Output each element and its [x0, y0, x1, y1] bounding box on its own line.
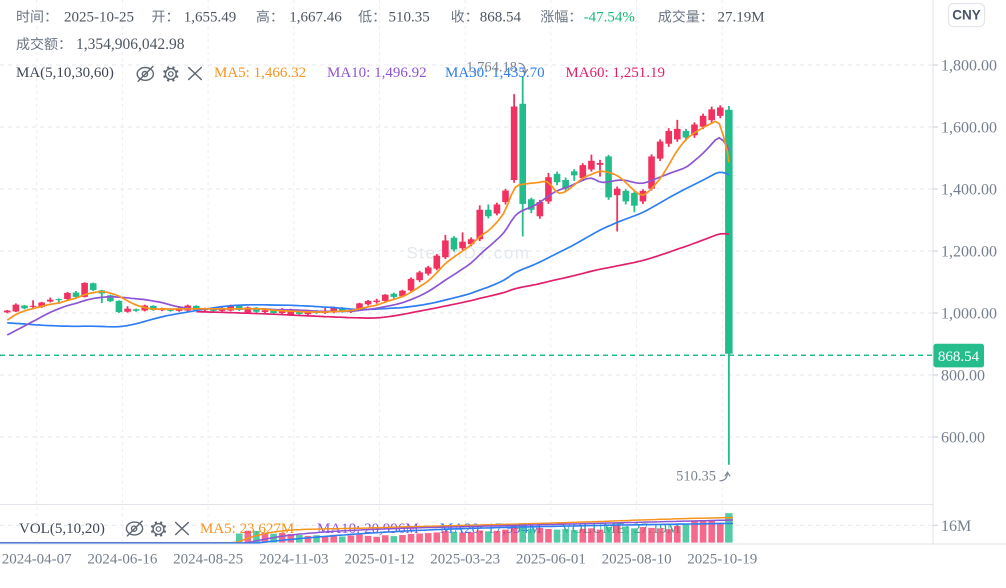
- svg-text:2024-11-03: 2024-11-03: [259, 552, 328, 568]
- svg-text:27.19M: 27.19M: [718, 10, 765, 26]
- svg-text:VOL(5,10,20): VOL(5,10,20): [19, 521, 105, 537]
- svg-text:MA30: 1,435.70: MA30: 1,435.70: [445, 65, 545, 81]
- svg-text:2025-10-19: 2025-10-19: [687, 552, 757, 568]
- svg-text:2025-08-10: 2025-08-10: [602, 552, 672, 568]
- svg-text:868.54: 868.54: [480, 10, 522, 26]
- svg-text:2024-04-07: 2024-04-07: [2, 552, 72, 568]
- svg-text:MA60: 1,251.19: MA60: 1,251.19: [565, 65, 665, 81]
- svg-text:1,764.18: 1,764.18: [466, 60, 517, 76]
- svg-text:1,667.46: 1,667.46: [289, 10, 342, 26]
- svg-text:510.35: 510.35: [676, 469, 716, 485]
- svg-text:868.54: 868.54: [938, 349, 980, 365]
- svg-text:2025-01-12: 2025-01-12: [345, 552, 415, 568]
- svg-text:2025-10-25: 2025-10-25: [64, 10, 134, 26]
- svg-text:16M: 16M: [941, 518, 971, 535]
- svg-text:MA5: 1,466.32: MA5: 1,466.32: [214, 65, 306, 81]
- svg-text:-47.54%: -47.54%: [584, 10, 635, 26]
- svg-text:1,655.49: 1,655.49: [184, 10, 237, 26]
- svg-text:MA(5,10,30,60): MA(5,10,30,60): [16, 65, 114, 81]
- svg-text:1,000.00: 1,000.00: [941, 306, 997, 323]
- svg-text:CNY: CNY: [952, 8, 981, 23]
- svg-text:2025-03-23: 2025-03-23: [430, 552, 500, 568]
- svg-text:1,400.00: 1,400.00: [941, 182, 997, 199]
- svg-text:1,354,906,042.98: 1,354,906,042.98: [76, 36, 185, 53]
- svg-text:1,800.00: 1,800.00: [941, 58, 997, 75]
- svg-text:1,600.00: 1,600.00: [941, 120, 997, 137]
- svg-text:2024-08-25: 2024-08-25: [173, 552, 243, 568]
- svg-text:2024-06-16: 2024-06-16: [87, 552, 157, 568]
- svg-text:MA10: 1,496.92: MA10: 1,496.92: [327, 65, 427, 81]
- svg-text:2025-06-01: 2025-06-01: [516, 552, 586, 568]
- svg-text:800.00: 800.00: [941, 368, 985, 385]
- svg-text:600.00: 600.00: [941, 430, 985, 447]
- svg-text:510.35: 510.35: [389, 10, 430, 26]
- svg-text:1,200.00: 1,200.00: [941, 244, 997, 261]
